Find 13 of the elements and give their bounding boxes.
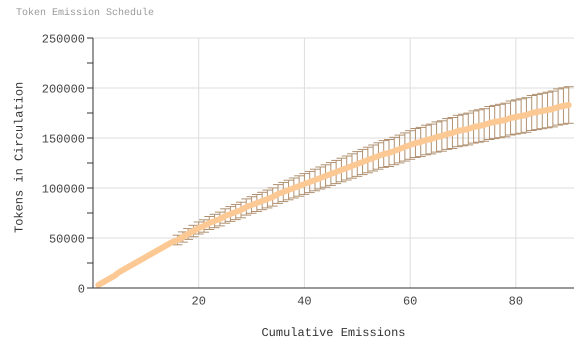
y-tick-label: 250000 [42, 32, 85, 46]
y-tick-label: 0 [78, 282, 85, 296]
chart-title: Token Emission Schedule [16, 8, 156, 21]
x-axis-title: Cumulative Emissions [261, 326, 406, 340]
x-tick-label: 40 [297, 294, 312, 309]
y-tick-label: 150000 [42, 132, 85, 146]
x-tick-label: 60 [402, 294, 418, 309]
y-tick-label: 100000 [42, 182, 85, 196]
x-tick-label: 20 [192, 294, 206, 309]
y-axis-title: Tokens in Circulation [12, 82, 26, 233]
y-tick-label: 50000 [48, 232, 85, 246]
x-tick-label: 80 [508, 294, 524, 309]
y-tick-label: 200000 [42, 82, 85, 96]
